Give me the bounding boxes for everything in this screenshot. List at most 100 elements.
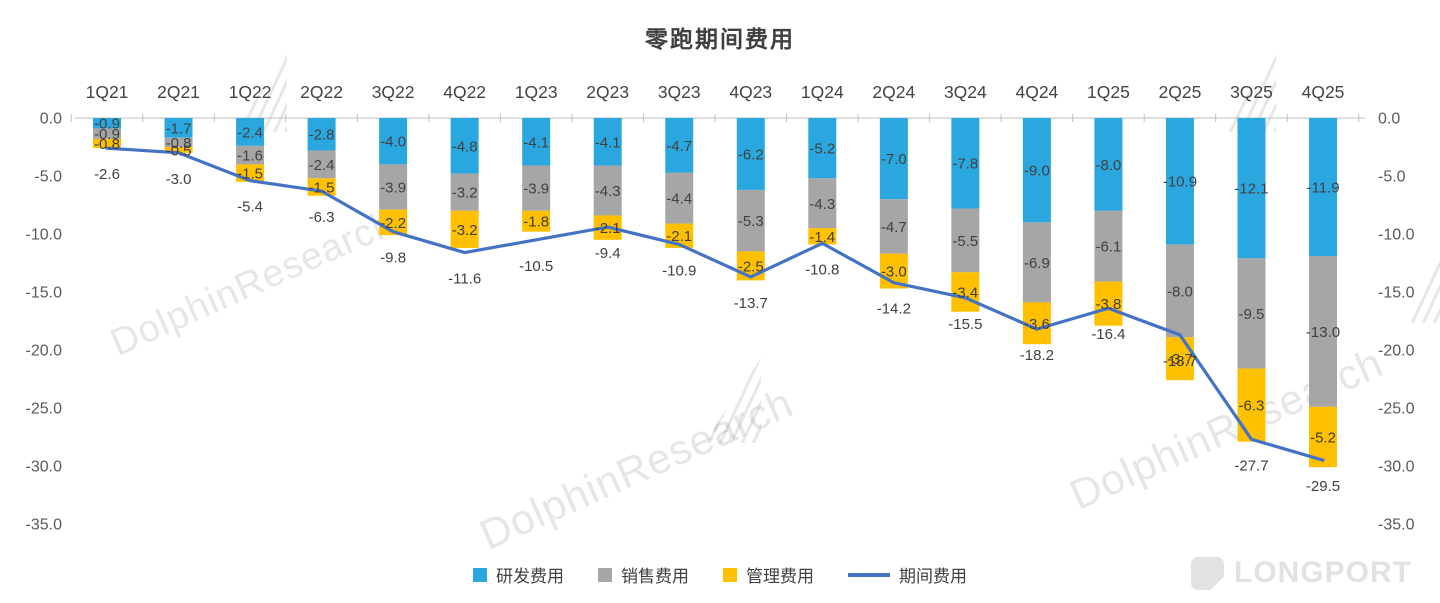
svg-text:-4.1: -4.1 <box>595 134 621 151</box>
svg-text:-0.5: -0.5 <box>166 142 192 159</box>
svg-text:-9.8: -9.8 <box>380 250 406 267</box>
bar-segment <box>1237 258 1266 369</box>
svg-text:-1.5: -1.5 <box>309 180 335 197</box>
svg-text:-6.9: -6.9 <box>1024 255 1050 272</box>
svg-text:2Q24: 2Q24 <box>872 82 915 102</box>
svg-text:-8.0: -8.0 <box>1095 157 1121 174</box>
bar-segment <box>1165 118 1194 245</box>
svg-text:0.0: 0.0 <box>40 111 62 128</box>
svg-text:-9.0: -9.0 <box>1024 163 1050 180</box>
svg-text:-1.4: -1.4 <box>809 229 835 246</box>
bar-segment <box>307 150 336 179</box>
svg-text:-2.1: -2.1 <box>666 228 692 245</box>
bar-segment <box>1237 118 1266 259</box>
svg-text:-18.2: -18.2 <box>1020 347 1054 364</box>
svg-text:2Q21: 2Q21 <box>157 82 200 102</box>
bar-segment <box>1309 256 1338 407</box>
svg-text:-5.0: -5.0 <box>1378 169 1406 186</box>
bar-segment <box>522 165 551 211</box>
bar-segment <box>736 189 765 252</box>
svg-text:-6.1: -6.1 <box>1095 239 1121 256</box>
bar-segment <box>164 137 193 147</box>
bar-segment <box>1022 118 1051 223</box>
selling-expense-swatch <box>598 567 612 582</box>
svg-text:-1.8: -1.8 <box>523 214 549 231</box>
svg-text:0.0: 0.0 <box>1378 111 1400 128</box>
svg-text:-4.7: -4.7 <box>666 138 692 155</box>
bar-segment <box>522 210 551 232</box>
svg-text:-13.7: -13.7 <box>734 295 768 312</box>
svg-text:1Q21: 1Q21 <box>86 82 129 102</box>
bar-segment <box>1309 118 1338 257</box>
bar-segment <box>736 118 765 190</box>
svg-text:-3.2: -3.2 <box>452 222 478 239</box>
svg-text:-30.0: -30.0 <box>1378 459 1415 476</box>
bar-segment <box>879 118 908 200</box>
svg-text:3Q22: 3Q22 <box>372 82 415 102</box>
svg-text:1Q24: 1Q24 <box>801 82 844 102</box>
svg-text:-0.9: -0.9 <box>94 116 120 133</box>
chart-legend: 研发费用 销售费用 管理费用 期间费用 <box>0 562 1440 587</box>
bar-segment <box>1237 368 1266 442</box>
svg-text:-12.1: -12.1 <box>1234 181 1268 198</box>
legend-label-selling-expense: 销售费用 <box>621 567 689 586</box>
bar-segment <box>1165 337 1194 381</box>
svg-text:-2.1: -2.1 <box>595 220 621 237</box>
svg-text:-2.4: -2.4 <box>309 157 335 174</box>
bar-segment <box>93 138 121 149</box>
bar-segment <box>450 173 479 211</box>
longport-watermark: LONGPORT <box>1191 556 1412 590</box>
svg-text:-10.0: -10.0 <box>1378 227 1415 244</box>
svg-text:-0.9: -0.9 <box>94 126 120 143</box>
svg-text:-6.3: -6.3 <box>309 209 335 226</box>
svg-text:-5.3: -5.3 <box>738 213 764 230</box>
svg-text:-3.8: -3.8 <box>1095 296 1121 313</box>
svg-text:-2.5: -2.5 <box>738 258 764 275</box>
svg-text:-29.5: -29.5 <box>1306 478 1340 495</box>
svg-text:-10.9: -10.9 <box>662 262 696 279</box>
legend-item-period-expense: 期间费用 <box>848 562 967 587</box>
bar-segment <box>93 128 121 139</box>
data-labels: -0.9-0.9-0.8-1.7-0.8-0.5-2.4-1.6-1.5-2.8… <box>94 116 1340 495</box>
svg-text:-15.0: -15.0 <box>1378 285 1415 302</box>
svg-text:-4.3: -4.3 <box>809 196 835 213</box>
svg-text:-0.8: -0.8 <box>94 136 120 153</box>
svg-text:-6.3: -6.3 <box>1239 398 1265 415</box>
y-axes: 0.0 0.0 -5.0 -5.0 -10.0 -10.0 -15.0 -15.0 -20.0 -… <box>26 111 1415 534</box>
svg-text:-18.7: -18.7 <box>1163 353 1197 370</box>
svg-text:-6.2: -6.2 <box>738 146 764 163</box>
svg-text:-0.8: -0.8 <box>166 135 192 152</box>
bar-segment <box>379 164 408 210</box>
svg-text:-10.5: -10.5 <box>519 258 553 275</box>
svg-text:-3.4: -3.4 <box>952 285 978 302</box>
svg-text:-4.4: -4.4 <box>666 191 692 208</box>
svg-text:-3.9: -3.9 <box>523 181 549 198</box>
bar-segment <box>951 118 980 209</box>
svg-text:-3.0: -3.0 <box>881 264 907 281</box>
svg-text:-5.4: -5.4 <box>237 199 263 216</box>
svg-text:-8.0: -8.0 <box>1167 283 1193 300</box>
svg-text:-4.1: -4.1 <box>523 134 549 151</box>
bar-segment <box>593 165 622 216</box>
svg-text:-2.2: -2.2 <box>380 215 406 232</box>
bar-segment <box>808 178 837 229</box>
svg-text:-16.4: -16.4 <box>1091 326 1125 343</box>
svg-text:-15.5: -15.5 <box>948 316 982 333</box>
svg-text:-10.8: -10.8 <box>805 261 839 278</box>
legend-item-selling-expense: 销售费用 <box>598 562 689 587</box>
svg-text:-3.7: -3.7 <box>1167 351 1193 368</box>
svg-text:-5.5: -5.5 <box>952 233 978 250</box>
svg-text:2Q25: 2Q25 <box>1159 82 1202 102</box>
svg-text:-1.7: -1.7 <box>166 120 192 137</box>
period-expense-line <box>105 146 1325 462</box>
svg-text:4Q23: 4Q23 <box>729 82 772 102</box>
svg-text:-4.3: -4.3 <box>595 183 621 200</box>
bar-segment <box>379 118 408 165</box>
svg-text:-13.0: -13.0 <box>1306 324 1340 341</box>
svg-text:-4.8: -4.8 <box>452 138 478 155</box>
bar-segment <box>164 118 193 138</box>
stacked-bars <box>93 118 1338 468</box>
legend-label-rnd-expense: 研发费用 <box>496 567 564 586</box>
svg-text:4Q24: 4Q24 <box>1015 82 1058 102</box>
bar-segment <box>1165 244 1194 338</box>
